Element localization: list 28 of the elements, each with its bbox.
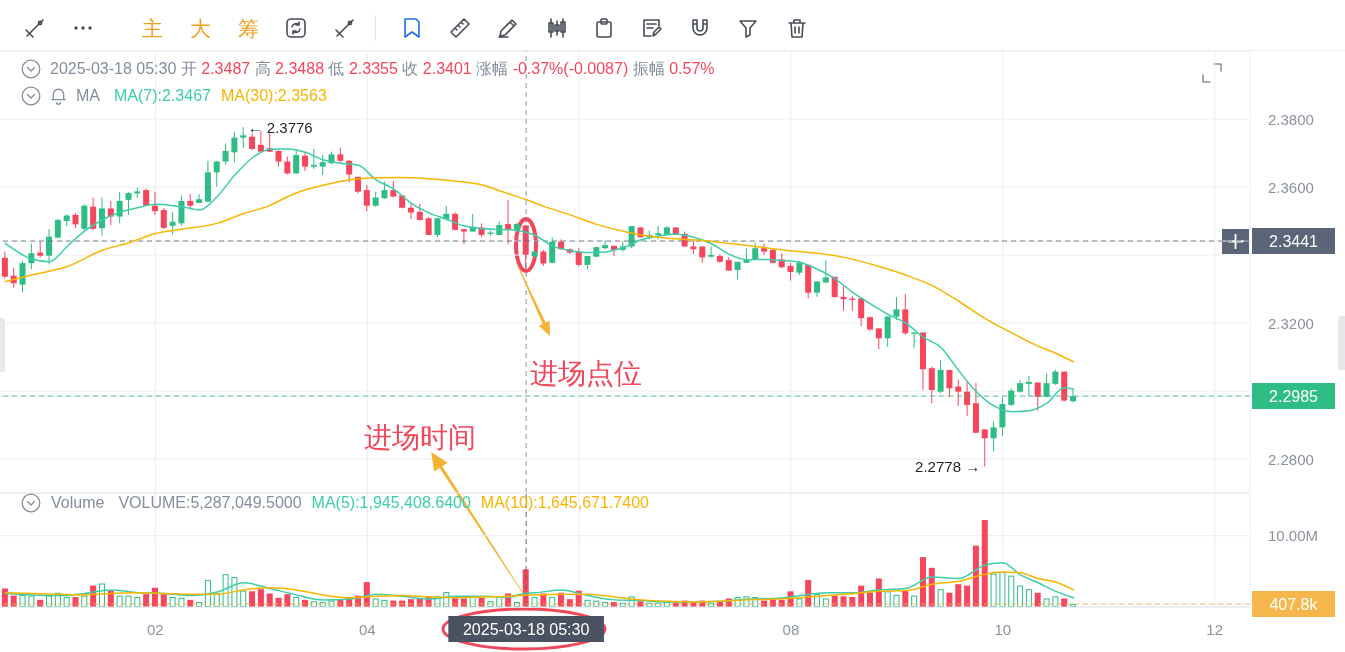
annotation: ← 2.3776 — [247, 118, 313, 136]
annotation: 进场时间 — [364, 421, 477, 453]
annotation: 2.2778 → — [915, 457, 981, 475]
y-tick-label: 2.3200 — [1268, 314, 1314, 332]
x-tick-label: 10 — [994, 620, 1012, 638]
text: MA(30):2.3563 — [220, 87, 327, 105]
text: MA(10):1,645,671.7400 — [480, 494, 649, 512]
x-tick-label: 12 — [1206, 620, 1224, 638]
y-tick-label: 2.2985 — [1269, 387, 1319, 405]
text: 主 — [142, 17, 163, 40]
y-tick-label: 2.3800 — [1268, 110, 1314, 128]
annotation: 进场点位 — [530, 358, 642, 389]
text: 2025-03-18 05:30 开 2.3487 高 2.3488 低 2.3355 收 2.3401 涨幅 -0.37%(-0.0087) 振幅 0.57% — [50, 59, 715, 77]
y-tick-label: 407.8k — [1269, 595, 1319, 613]
x-tick-label: 2025-03-18 05:30 — [462, 620, 590, 638]
x-tick-label: 02 — [147, 620, 164, 638]
y-tick-label: 2.3441 — [1269, 232, 1319, 250]
annotation: VOLUME:5,287,049.5000 — [118, 494, 302, 512]
legend-title: Volume — [51, 494, 105, 512]
text: 大 — [190, 17, 211, 40]
x-tick-label: 08 — [782, 620, 800, 638]
legend-title: MA — [76, 87, 100, 105]
x-tick-label: 04 — [358, 620, 376, 638]
y-tick-label: 2.2800 — [1268, 450, 1314, 468]
text: MA(7):2.3467 — [114, 87, 211, 105]
y-tick-label: 10.00M — [1268, 527, 1319, 545]
text: 筹 — [238, 17, 259, 40]
y-tick-label: 2.3600 — [1268, 178, 1314, 196]
